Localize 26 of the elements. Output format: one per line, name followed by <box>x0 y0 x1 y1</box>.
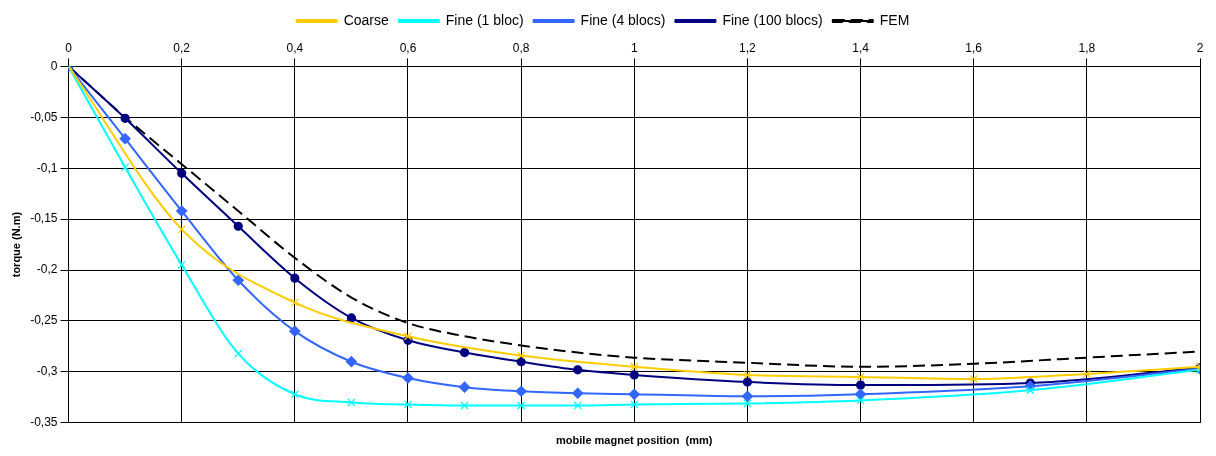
legend-label: Fine (4 blocs) <box>580 11 666 28</box>
x-tick-label: 0,4 <box>286 40 304 55</box>
y-tick-label: -0,35 <box>30 415 58 430</box>
legend-label: Fine (100 blocs) <box>722 11 823 28</box>
y-tick-label: -0,2 <box>36 262 58 277</box>
x-tick-label: 1,2 <box>739 40 757 55</box>
y-tick-label: -0,05 <box>30 109 58 124</box>
x-tick-label: 0 <box>65 40 73 55</box>
y-tick-label: -0,1 <box>36 160 58 175</box>
y-tick-label: -0,25 <box>30 313 58 328</box>
legend-label: Coarse <box>343 11 390 28</box>
x-tick-label: 1 <box>630 40 638 55</box>
x-tick-label: 0,8 <box>512 40 530 55</box>
x-axis-title: mobile magnet position (mm) <box>556 434 713 447</box>
y-tick-label: -0,15 <box>30 211 58 226</box>
x-tick-label: 1,8 <box>1078 40 1096 55</box>
x-tick-label: 1,6 <box>965 40 983 55</box>
x-tick-label: 0,6 <box>399 40 417 55</box>
x-tick-label: 0,2 <box>173 40 191 55</box>
legend-label: FEM <box>879 11 910 28</box>
y-axis-title: torque (N.m) <box>9 211 22 278</box>
x-tick-label: 1,4 <box>852 40 870 55</box>
x-tick-label: 2 <box>1196 40 1204 55</box>
y-tick-label: 0 <box>50 58 58 73</box>
legend-label: Fine (1 bloc) <box>445 11 524 28</box>
y-tick-label: -0,3 <box>36 364 58 379</box>
